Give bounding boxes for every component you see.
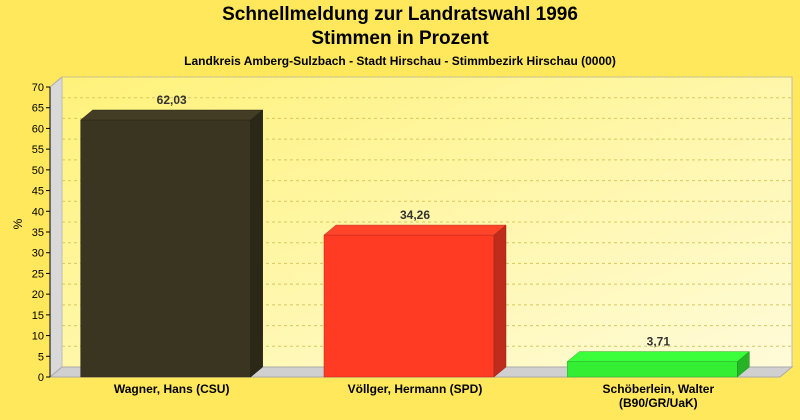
x-tick-label: Wagner, Hans (CSU)	[114, 382, 230, 396]
y-tick-label: 60	[32, 123, 44, 135]
bar	[323, 224, 507, 378]
value-label: 62,03	[157, 93, 187, 107]
y-axis-label: %	[11, 218, 25, 229]
value-label: 34,26	[400, 208, 430, 222]
bar-side	[250, 109, 263, 378]
bar-front	[80, 119, 251, 378]
y-tick-label: 25	[32, 268, 44, 280]
bar-front	[567, 361, 738, 378]
y-tick-label: 30	[32, 248, 44, 260]
y-axis-ticks: 0 5 10 15 20 25 30 35 40 45 50 55 60 65 70	[32, 82, 51, 384]
y-tick-label: 35	[32, 227, 44, 239]
x-tick-label: Völlger, Hermann (SPD)	[348, 382, 483, 396]
value-label: 3,71	[647, 335, 671, 349]
bar-side	[737, 351, 750, 378]
bar-front	[323, 234, 495, 378]
y-tick-label: 15	[32, 310, 44, 322]
value-labels: 62,03 34,26 3,71	[157, 93, 671, 349]
x-axis-labels: Wagner, Hans (CSU) Völlger, Hermann (SPD)…	[114, 382, 715, 410]
y-tick-label: 55	[32, 144, 44, 156]
chart-subtitle: Stimmen in Prozent	[311, 28, 489, 49]
y-tick-label: 20	[32, 289, 44, 301]
bars	[79, 109, 751, 378]
y-tick-label: 0	[38, 372, 44, 384]
y-tick-label: 45	[32, 186, 44, 198]
bar-side	[493, 224, 507, 378]
bar-top	[566, 351, 751, 362]
x-tick-label: (B90/GR/UaK)	[619, 396, 698, 410]
y-tick-label: 10	[32, 331, 44, 343]
chart-title: Schnellmeldung zur Landratswahl 1996	[222, 4, 578, 25]
y-tick-label: 50	[32, 165, 44, 177]
x-tick-label: Schöberlein, Walter	[603, 382, 715, 396]
bar	[79, 109, 264, 378]
chart-caption: Landkreis Amberg-Sulzbach - Stadt Hirsch…	[184, 54, 616, 68]
y-tick-label: 70	[32, 82, 44, 94]
y-tick-label: 5	[38, 351, 44, 363]
bar-top	[79, 109, 264, 121]
plot-side-wall	[49, 75, 63, 379]
bar-top	[323, 224, 507, 236]
y-tick-label: 65	[32, 103, 44, 115]
bar	[566, 351, 751, 378]
y-tick-label: 40	[32, 206, 44, 218]
